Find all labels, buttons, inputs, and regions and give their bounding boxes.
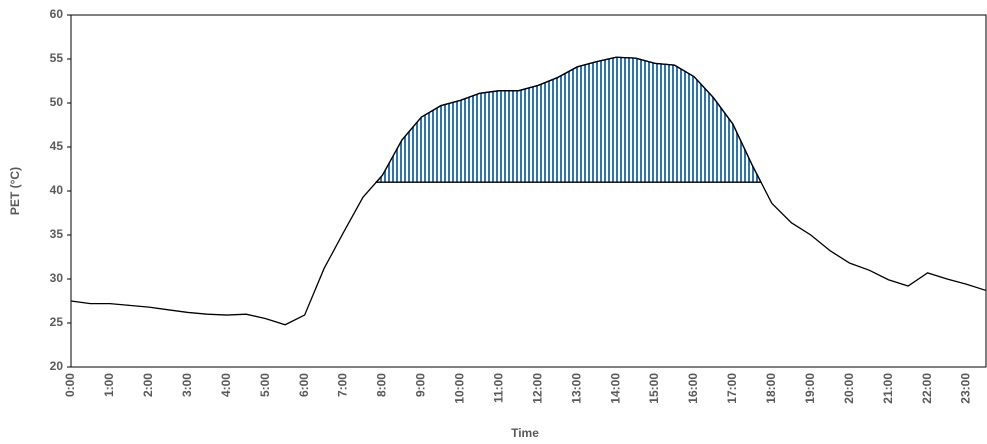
y-tick-label: 40 [50,183,64,197]
y-tick-label: 60 [50,7,64,21]
y-axis-title: PET (°C) [8,167,22,215]
x-tick-label: 16:00 [686,373,700,404]
x-tick-label: 10:00 [453,373,467,404]
x-tick-label: 19:00 [803,373,817,404]
y-tick-label: 50 [50,95,64,109]
threshold-area [374,56,763,183]
x-tick-label: 6:00 [297,373,311,397]
x-tick-label: 2:00 [141,373,155,397]
x-tick-label: 14:00 [608,373,622,404]
y-tick-label: 45 [50,139,64,153]
x-tick-label: 18:00 [764,373,778,404]
x-tick-label: 9:00 [414,373,428,397]
x-tick-label: 12:00 [530,373,544,404]
x-tick-label: 5:00 [258,373,272,397]
y-tick-label: 20 [50,359,64,373]
x-axis-title: Time [511,426,539,440]
y-tick-label: 25 [50,315,64,329]
y-tick-label: 35 [50,227,64,241]
x-tick-label: 4:00 [219,373,233,397]
x-tick-label: 21:00 [881,373,895,404]
y-tick-label: 30 [50,271,64,285]
x-tick-label: 20:00 [842,373,856,404]
x-tick-label: 7:00 [336,373,350,397]
x-tick-label: 8:00 [375,373,389,397]
x-tick-label: 1:00 [102,373,116,397]
x-tick-label: 23:00 [959,373,973,404]
x-tick-label: 13:00 [569,373,583,404]
x-tick-label: 15:00 [647,373,661,404]
x-tick-label: 3:00 [180,373,194,397]
x-tick-label: 0:00 [63,373,77,397]
x-tick-label: 11:00 [491,373,505,403]
line [70,56,987,326]
x-tick-label: 17:00 [725,373,739,404]
plot-border [70,14,987,368]
y-tick-label: 55 [50,51,64,65]
x-tick-label: 22:00 [920,373,934,404]
